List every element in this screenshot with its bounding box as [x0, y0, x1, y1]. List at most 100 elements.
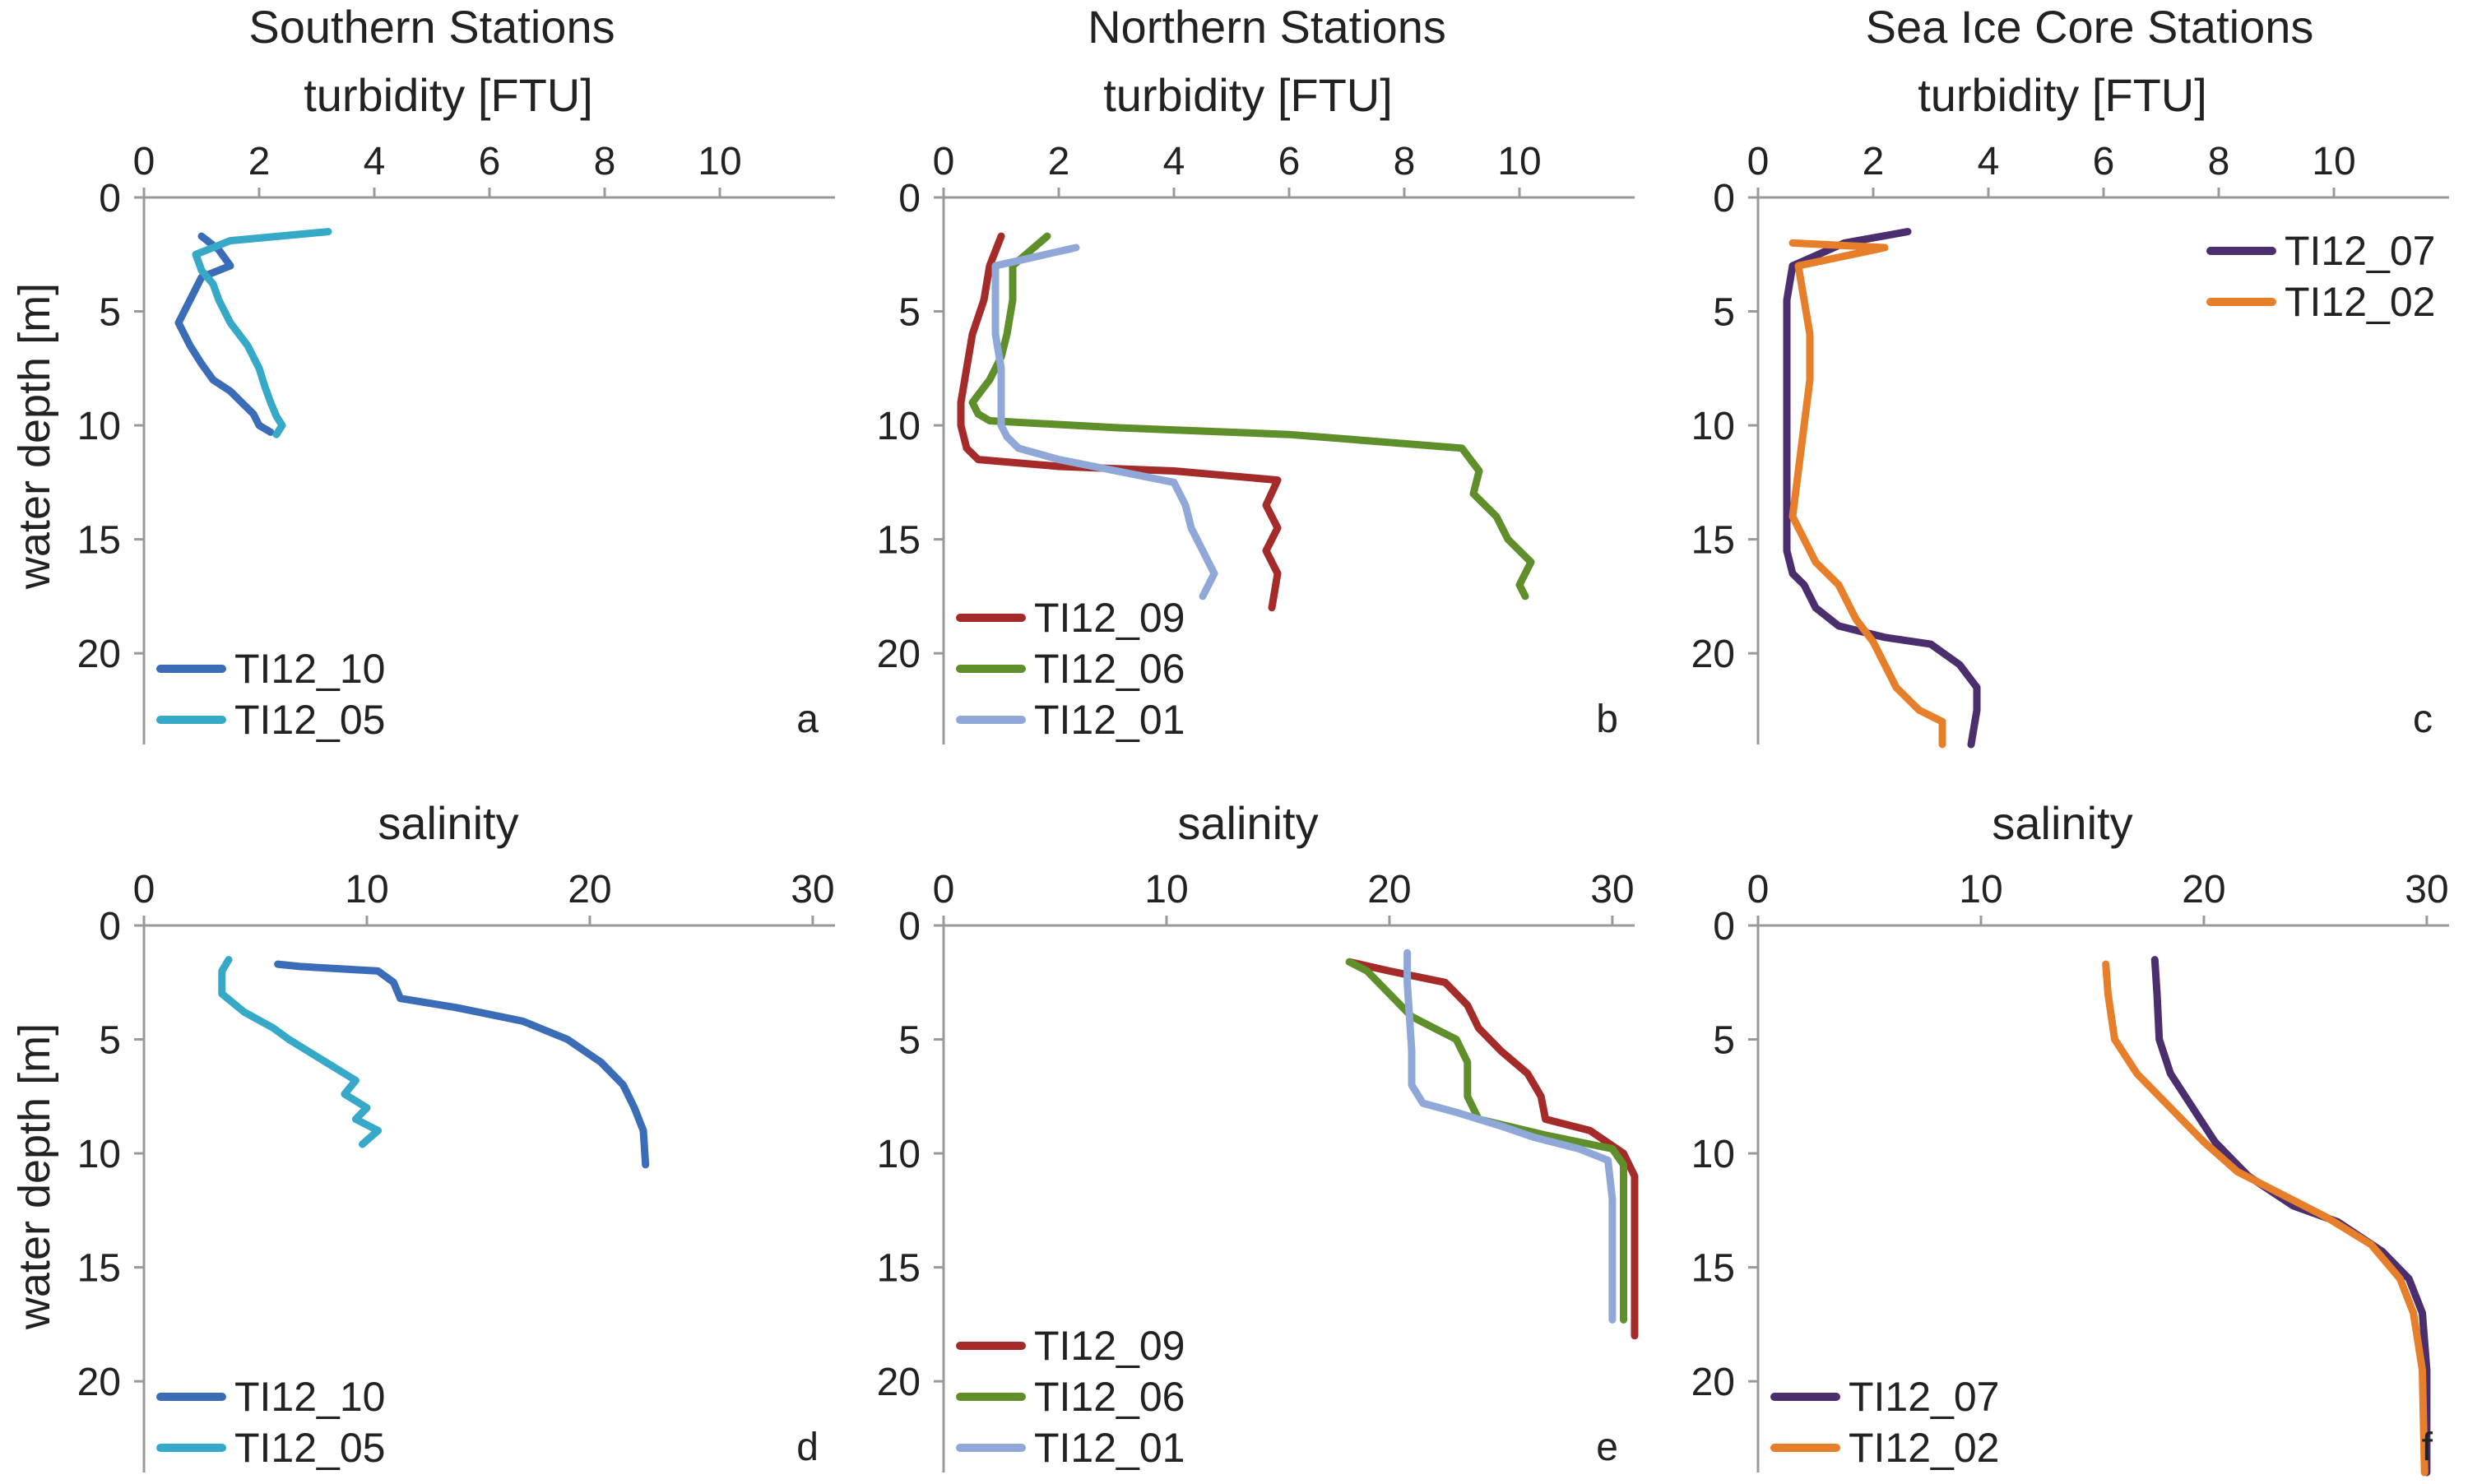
y-tick-label: 15	[77, 1247, 121, 1291]
x-tick-label: 6	[479, 140, 501, 183]
legend: TI12_09 TI12_06 TI12_01	[956, 595, 1185, 743]
series-line-ti12-06	[1345, 958, 1627, 1324]
x-tick-label: 0	[933, 140, 955, 183]
y-tick-label: 0	[99, 905, 121, 948]
y-tick-label: 5	[1713, 1019, 1735, 1063]
x-tick-label: 10	[1497, 140, 1541, 183]
x-tick-label: 10	[345, 868, 388, 911]
x-tick-label: 10	[2312, 140, 2355, 183]
y-tick-label: 20	[77, 1361, 121, 1404]
legend-label: TI12_09	[1034, 595, 1185, 641]
panel-letter: a	[796, 698, 819, 741]
x-tick-label: 0	[933, 868, 955, 911]
x-tick-label: 20	[2182, 868, 2225, 911]
series-line-ti12-05	[218, 956, 382, 1148]
column-title-southern: Southern Stations	[248, 1, 615, 53]
series-line-ti12-06	[968, 232, 1535, 601]
y-tick-label: 0	[898, 177, 921, 220]
y-tick-label: 15	[877, 1247, 921, 1291]
y-tick-label: 20	[877, 1361, 921, 1404]
x-tick-label: 0	[1747, 140, 1770, 183]
panel-d: 0 10 20 30 0 5 10 15 20 salinity TI12_10 TI12_05 d	[77, 797, 835, 1472]
x-tick-label: 4	[1978, 140, 2000, 183]
y-tick-label: 10	[1691, 1133, 1735, 1176]
legend-label: TI12_06	[1034, 1374, 1185, 1420]
y-tick-label: 0	[898, 905, 921, 948]
y-tick-label: 20	[877, 633, 921, 676]
legend: TI12_10 TI12_05	[156, 1374, 385, 1471]
legend-label: TI12_05	[234, 697, 385, 743]
panel-e: 0 10 20 3005101520salinityTI12_09TI12_06TI1…	[877, 797, 1639, 1472]
legend: TI12_09 TI12_06 TI12_01	[956, 1323, 1185, 1471]
x-tick-label: 8	[1394, 140, 1416, 183]
x-tick-label: 4	[364, 140, 386, 183]
x-tick-label: 20	[568, 868, 611, 911]
x-tick-label: 2	[1863, 140, 1885, 183]
y-tick-label: 15	[877, 519, 921, 563]
x-axis-title: salinity	[378, 797, 518, 849]
y-tick-label: 10	[877, 1133, 921, 1176]
column-title-northern: Northern Stations	[1088, 1, 1446, 53]
y-tick-label: 15	[77, 519, 121, 563]
series-line-ti12-05	[192, 228, 332, 438]
x-axis-title: turbidity [FTU]	[1103, 69, 1393, 121]
y-tick-label: 20	[1691, 1361, 1735, 1404]
x-tick-label: 20	[1367, 868, 1411, 911]
x-tick-label: 0	[133, 140, 155, 183]
y-tick-label: 5	[898, 291, 921, 335]
column-titles: Southern Stations Northern Stations Sea …	[248, 1, 2313, 53]
legend-label: TI12_07	[1849, 1374, 1999, 1420]
x-tick-label: 30	[2405, 868, 2448, 911]
ylabel-panel-a: water depth [m]	[10, 283, 59, 590]
y-tick-label: 10	[77, 405, 121, 448]
x-tick-label: 2	[248, 140, 271, 183]
panel-letter: d	[796, 1426, 819, 1469]
legend-label: TI12_02	[2285, 279, 2435, 325]
panel-letter: f	[2422, 1426, 2433, 1469]
x-tick-label: 30	[1590, 868, 1634, 911]
legend-label: TI12_10	[234, 1374, 385, 1420]
y-tick-label: 0	[1713, 177, 1735, 220]
y-tick-label: 5	[1713, 291, 1735, 335]
panel-letter: b	[1596, 698, 1618, 741]
x-tick-label: 0	[1747, 868, 1770, 911]
y-tick-label: 0	[99, 177, 121, 220]
x-tick-label: 10	[1959, 868, 2002, 911]
series-line-ti12-01	[991, 243, 1218, 601]
y-tick-label: 15	[1691, 1247, 1735, 1291]
series-line-ti12-09	[1345, 958, 1639, 1340]
y-tick-label: 5	[99, 291, 121, 335]
y-tick-label: 10	[77, 1133, 121, 1176]
x-axis-title: turbidity [FTU]	[304, 69, 593, 121]
series-line-ti12-10	[274, 960, 650, 1169]
y-axis-labels: water depth [m] water depth [m]	[10, 283, 59, 1330]
series-line-ti12-02	[1788, 239, 1946, 749]
legend-label: TI12_07	[2285, 228, 2435, 274]
legend-label: TI12_01	[1034, 697, 1185, 743]
y-tick-label: 10	[1691, 405, 1735, 448]
panel-letter: e	[1596, 1426, 1618, 1469]
x-tick-label: 6	[2093, 140, 2115, 183]
legend-label: TI12_05	[234, 1425, 385, 1471]
x-tick-label: 30	[791, 868, 834, 911]
x-tick-label: 10	[1144, 868, 1188, 911]
column-title-sea-ice: Sea Ice Core Stations	[1866, 1, 2314, 53]
y-tick-label: 5	[898, 1019, 921, 1063]
x-tick-label: 8	[2208, 140, 2230, 183]
x-axis-title: salinity	[1177, 797, 1318, 849]
y-tick-label: 10	[877, 405, 921, 448]
series-line-ti12-10	[174, 232, 275, 436]
x-tick-label: 8	[594, 140, 616, 183]
series-line-ti12-07	[2150, 956, 2431, 1477]
panel-f: 0 10 20 30 0 5 10 15 20 salinity TI12_07 TI12_02 f	[1691, 797, 2449, 1477]
series-line-ti12-01	[1403, 948, 1617, 1324]
y-tick-label: 20	[77, 633, 121, 676]
legend-label: TI12_01	[1034, 1425, 1185, 1471]
legend: TI12_10 TI12_05	[156, 646, 385, 743]
y-tick-label: 5	[99, 1019, 121, 1063]
